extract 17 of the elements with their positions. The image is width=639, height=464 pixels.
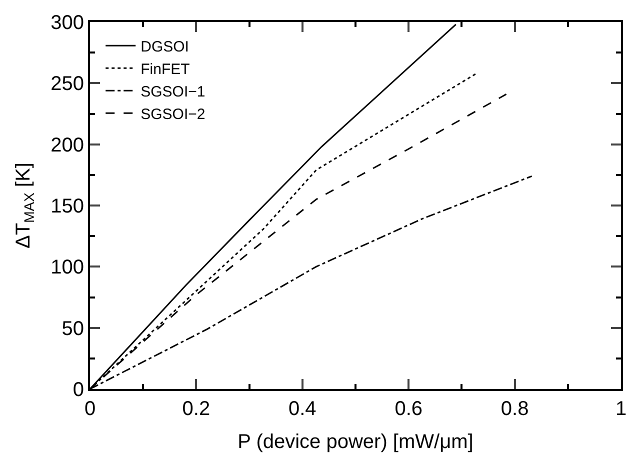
y-tick-label: 100 (50, 256, 84, 279)
x-tick-label: 0.2 (182, 398, 210, 420)
y-tick-label: 0 (72, 379, 84, 401)
x-axis-title: P (device power) [mW/μm] (238, 431, 474, 453)
x-tick-label: 1 (615, 398, 627, 420)
x-tick-label: 0.4 (288, 398, 316, 420)
legend-label: SGSOI−2 (140, 106, 206, 123)
y-tick-label: 250 (50, 73, 84, 96)
y-tick-label: 200 (50, 134, 84, 156)
x-tick-label: 0.6 (394, 398, 423, 420)
y-tick-label: 300 (50, 12, 84, 34)
y-tick-label: 50 (62, 318, 84, 340)
x-tick-label: 0.8 (500, 398, 529, 420)
legend-label: DGSOI (140, 38, 189, 56)
y-tick-label: 150 (50, 196, 84, 218)
legend-label: FinFET (140, 60, 190, 78)
legend-label: SGSOI−1 (140, 83, 206, 100)
